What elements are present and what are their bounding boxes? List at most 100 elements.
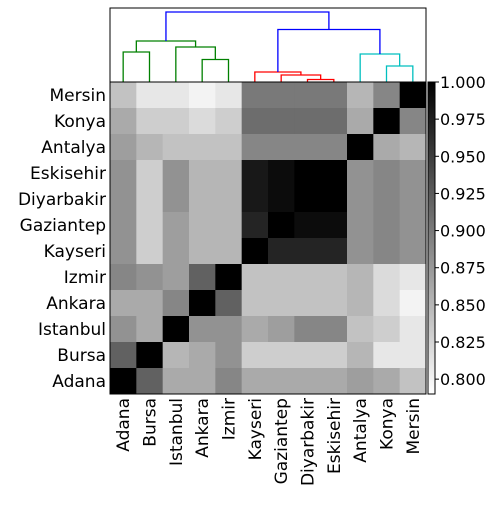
heatmap-cell	[294, 264, 322, 291]
heatmap-cell	[347, 368, 374, 395]
heatmap-cell	[110, 82, 137, 109]
heatmap-cell	[268, 290, 295, 317]
y-tick-label: Eskisehir	[30, 164, 106, 184]
dendrogram-link	[280, 74, 322, 82]
heatmap-cell	[268, 160, 295, 187]
heatmap-cell	[268, 264, 295, 291]
heatmap-cell	[399, 238, 427, 265]
heatmap-cell	[162, 160, 190, 187]
heatmap-cell	[110, 264, 137, 291]
heatmap-cell	[347, 82, 374, 109]
heatmap-cell	[162, 108, 190, 135]
heatmap-cell	[241, 368, 269, 395]
y-tick-label: Ankara	[46, 294, 106, 314]
heatmap-cell	[110, 368, 137, 395]
heatmap-cell	[136, 186, 164, 213]
heatmap-cell	[189, 290, 216, 317]
heatmap-cell	[268, 186, 295, 213]
heatmap-cell	[189, 264, 216, 291]
heatmap-cell	[347, 264, 374, 291]
heatmap-cell	[215, 108, 243, 135]
heatmap-cell	[347, 238, 374, 265]
heatmap-cell	[215, 264, 243, 291]
x-tick-label: Adana	[114, 398, 134, 452]
x-tick-label: Gaziantep	[272, 398, 292, 484]
x-tick-label: Istanbul	[167, 398, 187, 466]
heatmap-cell	[215, 290, 243, 317]
heatmap-cell	[347, 342, 374, 369]
heatmap-cell	[373, 264, 401, 291]
dendrogram-link	[165, 11, 330, 41]
heatmap-cell	[189, 238, 216, 265]
heatmap-cell	[110, 186, 137, 213]
heatmap-cell	[320, 264, 348, 291]
heatmap-cell	[162, 212, 190, 239]
x-tick-label: Antalya	[351, 398, 371, 463]
heatmap-cell	[241, 342, 269, 369]
heatmap-cell	[241, 264, 269, 291]
heatmap-cell	[241, 186, 269, 213]
heatmap-cell	[241, 290, 269, 317]
dendrogram-link	[201, 58, 230, 82]
heatmap-cell	[347, 108, 374, 135]
heatmap-cell	[373, 108, 401, 135]
heatmap-cell	[215, 238, 243, 265]
heatmap-cell	[399, 264, 427, 291]
x-tick-label: Mersin	[404, 398, 424, 454]
heatmap-cell	[399, 316, 427, 343]
heatmap-cell	[215, 212, 243, 239]
x-tick-label: Konya	[378, 398, 398, 450]
heatmap-cell	[320, 316, 348, 343]
y-tick-label: Adana	[52, 372, 106, 392]
heatmap-cell	[320, 238, 348, 265]
heatmap-cell	[136, 264, 164, 291]
heatmap-cell	[294, 316, 322, 343]
heatmap-cell	[241, 212, 269, 239]
colorbar-tick-label: 0.875	[440, 259, 486, 278]
heatmap-cell	[189, 212, 216, 239]
heatmap-cell	[347, 290, 374, 317]
heatmap-cell	[162, 264, 190, 291]
y-tick-label: Gaziantep	[20, 216, 106, 236]
heatmap-cell	[268, 82, 295, 109]
colorbar-tick-label: 0.925	[440, 184, 486, 203]
x-axis-labels: Adana Bursa Istanbul Ankara Izmir Kayseri Gazi…	[114, 398, 424, 486]
y-tick-label: Diyarbakir	[18, 190, 106, 210]
heatmap-cell	[320, 108, 348, 135]
y-axis-labels: Mersin Konya Antalya Eskisehir Diyarbakir Gaz…	[18, 86, 106, 392]
heatmap-cell	[373, 316, 401, 343]
heatmap-cell	[110, 342, 137, 369]
heatmap-cell	[294, 342, 322, 369]
x-tick-label: Bursa	[141, 398, 161, 447]
heatmap-cell	[399, 368, 427, 395]
x-tick-label: Eskisehir	[325, 398, 345, 474]
colorbar: 0.800 0.825 0.850 0.875 0.900 0.925 0.950 0.975…	[427, 73, 486, 395]
dendrogram	[109, 7, 427, 83]
heatmap-cell	[241, 160, 269, 187]
heatmap-cell	[320, 82, 348, 109]
y-tick-label: Izmir	[64, 268, 106, 288]
heatmap-cell	[294, 368, 322, 395]
heatmap-cell	[162, 342, 190, 369]
heatmap-frame	[109, 81, 427, 395]
heatmap-cell	[136, 368, 164, 395]
heatmap-cell	[268, 108, 295, 135]
dendrogram-link	[277, 28, 381, 72]
heatmap-cell	[399, 290, 427, 317]
heatmap-cell	[136, 82, 164, 109]
heatmap-cell	[399, 212, 427, 239]
heatmap-cell	[110, 134, 137, 161]
heatmap-cell	[294, 108, 322, 135]
heatmap-cell	[136, 316, 164, 343]
heatmap-cell	[215, 316, 243, 343]
heatmap-cell	[347, 316, 374, 343]
heatmap-cell	[136, 108, 164, 135]
heatmap-cell	[320, 342, 348, 369]
y-tick-label: Bursa	[57, 346, 106, 366]
heatmap-cell	[320, 160, 348, 187]
heatmap-cell	[399, 342, 427, 369]
heatmap-cell	[399, 160, 427, 187]
heatmap-cell	[294, 82, 322, 109]
heatmap-cell	[162, 316, 190, 343]
heatmap-cell	[215, 134, 243, 161]
